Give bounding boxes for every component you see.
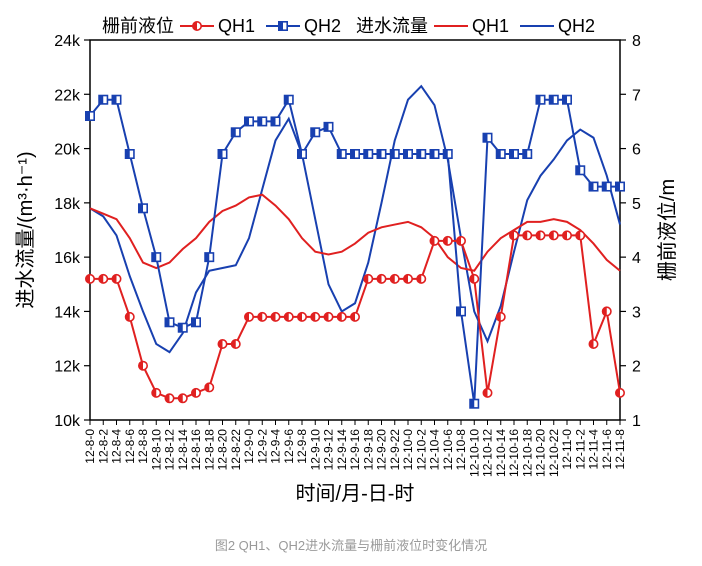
svg-text:12-8-18: 12-8-18 [202, 429, 216, 471]
svg-text:12-11-6: 12-11-6 [600, 429, 614, 470]
svg-text:12-9-0: 12-9-0 [242, 429, 256, 464]
svg-text:12-8-20: 12-8-20 [216, 429, 230, 471]
svg-text:QH1: QH1 [472, 16, 509, 36]
svg-text:12-10-6: 12-10-6 [441, 429, 455, 471]
svg-text:12-9-14: 12-9-14 [335, 429, 349, 471]
svg-text:12-9-12: 12-9-12 [322, 429, 336, 471]
svg-text:12-9-18: 12-9-18 [361, 429, 375, 471]
svg-text:栅前液位: 栅前液位 [102, 16, 174, 36]
svg-text:6: 6 [632, 142, 641, 159]
svg-text:22k: 22k [54, 87, 81, 104]
svg-text:12-9-4: 12-9-4 [269, 429, 283, 464]
svg-text:12-10-16: 12-10-16 [507, 429, 521, 477]
svg-text:QH2: QH2 [558, 16, 595, 36]
svg-text:16k: 16k [54, 250, 81, 267]
svg-text:18k: 18k [54, 196, 81, 213]
svg-text:12-9-2: 12-9-2 [255, 429, 269, 464]
svg-text:24k: 24k [54, 33, 81, 50]
svg-text:7: 7 [632, 87, 641, 104]
svg-text:12-10-0: 12-10-0 [401, 429, 415, 471]
svg-text:QH1: QH1 [218, 16, 255, 36]
svg-text:12-10-22: 12-10-22 [547, 429, 561, 477]
svg-text:12-8-22: 12-8-22 [229, 429, 243, 471]
dual-axis-line-chart: 10k12k14k16k18k20k22k24k1234567812-8-012… [0, 0, 702, 520]
svg-text:10k: 10k [54, 413, 81, 430]
svg-text:12-9-22: 12-9-22 [388, 429, 402, 471]
svg-text:14k: 14k [54, 304, 81, 321]
svg-text:12-8-12: 12-8-12 [163, 429, 177, 471]
svg-text:12-9-20: 12-9-20 [375, 429, 389, 471]
svg-text:12-9-6: 12-9-6 [282, 429, 296, 464]
svg-text:12k: 12k [54, 359, 81, 376]
svg-text:12-10-10: 12-10-10 [467, 429, 481, 477]
svg-text:QH2: QH2 [304, 16, 341, 36]
svg-text:12-10-14: 12-10-14 [494, 429, 508, 477]
svg-text:8: 8 [632, 33, 641, 50]
svg-text:1: 1 [632, 413, 641, 430]
svg-text:12-9-16: 12-9-16 [348, 429, 362, 471]
svg-text:4: 4 [632, 250, 641, 267]
svg-text:12-8-10: 12-8-10 [149, 429, 163, 471]
svg-text:12-11-8: 12-11-8 [613, 429, 627, 470]
svg-text:2: 2 [632, 359, 641, 376]
svg-text:进水流量/(m³·h⁻¹): 进水流量/(m³·h⁻¹) [14, 151, 37, 308]
svg-text:12-11-4: 12-11-4 [587, 429, 601, 470]
svg-text:12-8-6: 12-8-6 [123, 429, 137, 464]
svg-text:12-9-10: 12-9-10 [308, 429, 322, 471]
svg-text:12-8-16: 12-8-16 [189, 429, 203, 471]
svg-text:12-10-4: 12-10-4 [428, 429, 442, 471]
svg-text:12-10-18: 12-10-18 [520, 429, 534, 477]
svg-text:12-8-14: 12-8-14 [176, 429, 190, 471]
svg-text:12-11-0: 12-11-0 [560, 429, 574, 470]
svg-text:12-10-8: 12-10-8 [454, 429, 468, 471]
svg-text:12-10-2: 12-10-2 [414, 429, 428, 471]
svg-text:12-8-4: 12-8-4 [110, 429, 124, 464]
svg-text:5: 5 [632, 196, 641, 213]
svg-text:进水流量: 进水流量 [356, 16, 428, 36]
svg-text:12-8-8: 12-8-8 [136, 429, 150, 464]
svg-text:12-8-0: 12-8-0 [83, 429, 97, 464]
svg-text:3: 3 [632, 304, 641, 321]
svg-text:12-9-8: 12-9-8 [295, 429, 309, 464]
figure-caption: 图2 QH1、QH2进水流量与栅前液位时变化情况 [0, 535, 702, 554]
svg-text:12-10-12: 12-10-12 [481, 429, 495, 477]
svg-text:20k: 20k [54, 142, 81, 159]
svg-text:栅前液位/m: 栅前液位/m [656, 179, 679, 281]
svg-text:12-11-2: 12-11-2 [573, 429, 587, 470]
svg-text:12-10-20: 12-10-20 [534, 429, 548, 477]
svg-text:12-8-2: 12-8-2 [96, 429, 110, 464]
svg-text:时间/月-日-时: 时间/月-日-时 [296, 482, 415, 505]
